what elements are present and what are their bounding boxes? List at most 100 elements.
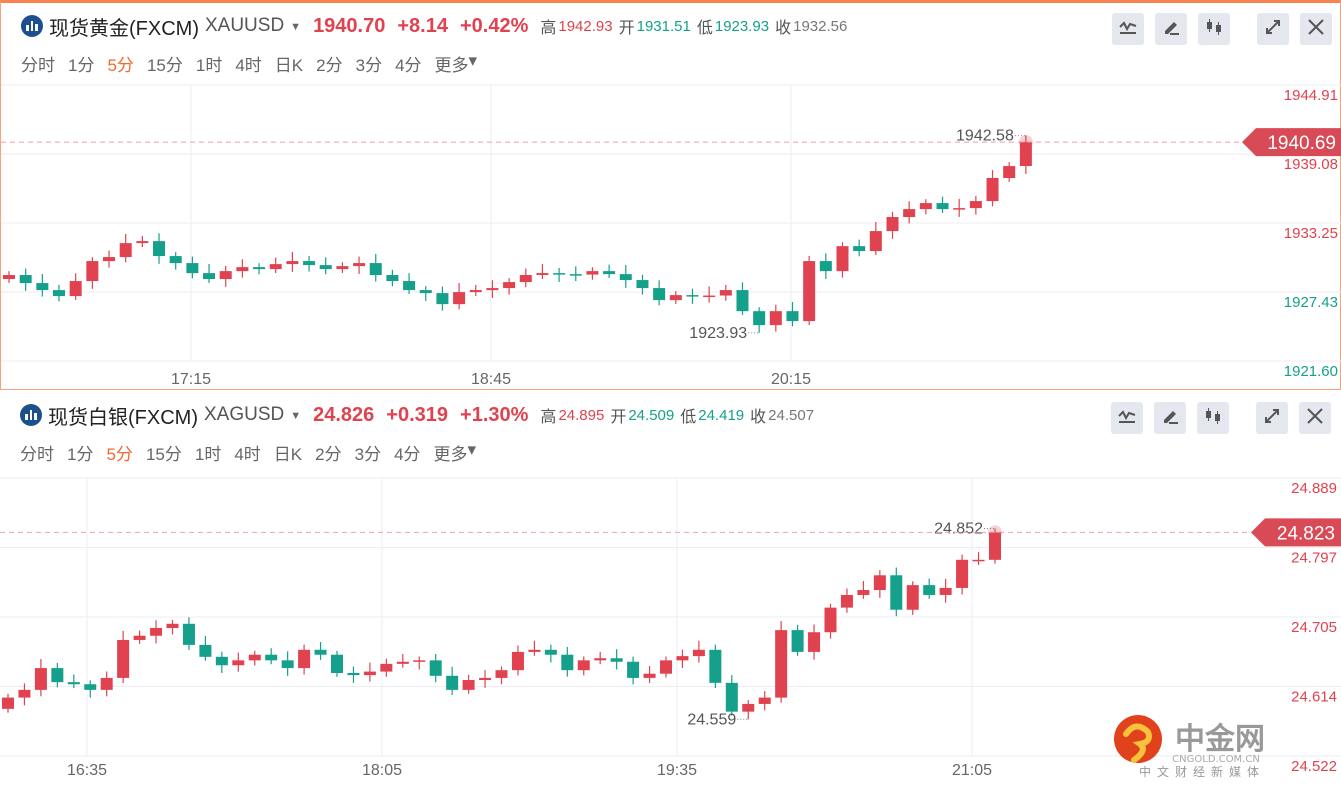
- candle-body: [36, 283, 49, 291]
- close-button[interactable]: [1299, 402, 1331, 434]
- candle: [986, 170, 999, 207]
- tab-interval[interactable]: 15分: [145, 445, 182, 464]
- tab-interval[interactable]: 日K: [273, 445, 303, 464]
- symbol-dropdown-icon[interactable]: ▼: [290, 410, 302, 422]
- candlestick-chart[interactable]: 24.889 24.797 24.705 24.614 24.522 16:35 18:05…: [0, 392, 1341, 782]
- symbol-code[interactable]: XAUUSD: [204, 15, 285, 36]
- candle: [186, 256, 199, 279]
- candle: [953, 199, 966, 217]
- indicator-button[interactable]: [1111, 402, 1143, 434]
- symbol-title[interactable]: 现货黄金(FXCM): [49, 17, 199, 40]
- candle: [873, 570, 886, 598]
- candle: [775, 621, 788, 703]
- candle-body: [100, 677, 113, 690]
- draw-button[interactable]: [1155, 13, 1187, 45]
- candle-body: [676, 656, 689, 661]
- low-label: 低: [680, 409, 697, 426]
- candle-body: [824, 607, 837, 633]
- gold-chart-panel[interactable]: 现货黄金(FXCM) XAUUSD ▼ 1940.70 +8.14 +0.42% 高 1942…: [0, 0, 1341, 390]
- symbol-dropdown-icon[interactable]: ▼: [290, 21, 302, 33]
- candle: [495, 666, 508, 685]
- draw-button[interactable]: [1154, 402, 1186, 434]
- candle-body: [133, 635, 146, 640]
- tab-interval[interactable]: 更多: [434, 56, 469, 75]
- candle: [103, 250, 116, 268]
- candle: [3, 271, 15, 283]
- tab-interval[interactable]: 5分: [106, 445, 133, 464]
- more-dropdown-icon[interactable]: ▾: [468, 51, 478, 70]
- tab-interval[interactable]: 15分: [146, 56, 183, 75]
- candle-body: [953, 208, 966, 210]
- indicator-icon: [1117, 406, 1137, 431]
- candle: [503, 278, 516, 295]
- quote-header: 现货黄金(FXCM) XAUUSD ▼ 1940.70 +8.14 +0.42% 高 1942…: [21, 13, 853, 40]
- candle-body: [396, 661, 409, 664]
- candlestick-chart[interactable]: 1944.91 1939.08 1933.25 1927.43 1921.60 17:15…: [1, 3, 1341, 393]
- candle: [469, 284, 482, 296]
- tab-interval[interactable]: 2分: [316, 56, 343, 75]
- candle-body: [314, 649, 327, 655]
- candle-body: [753, 311, 766, 326]
- candle-body: [153, 241, 166, 257]
- candle-type-button[interactable]: [1197, 402, 1229, 434]
- candle: [857, 581, 870, 599]
- expand-button[interactable]: [1257, 13, 1289, 45]
- tab-interval[interactable]: 4时: [234, 445, 261, 464]
- open-value: 1931.51: [636, 17, 691, 35]
- candle: [1019, 135, 1032, 174]
- tab-interval[interactable]: 4分: [395, 56, 422, 75]
- candle: [669, 291, 682, 305]
- tab-interval[interactable]: 3分: [354, 445, 382, 464]
- candle-type-button[interactable]: [1198, 13, 1230, 45]
- candle: [890, 567, 903, 617]
- candle-body: [803, 261, 816, 322]
- candle: [869, 221, 882, 255]
- close-button[interactable]: [1300, 13, 1332, 45]
- candle: [269, 257, 282, 274]
- tab-interval[interactable]: 日K: [274, 56, 304, 75]
- candle: [660, 656, 672, 678]
- candle-body: [519, 275, 532, 283]
- tab-interval[interactable]: 分时: [21, 56, 55, 75]
- tab-interval[interactable]: 4时: [235, 56, 262, 75]
- candle-body: [232, 660, 245, 666]
- tab-interval[interactable]: 分时: [20, 445, 54, 464]
- candle-body: [34, 668, 47, 690]
- candle: [53, 284, 66, 302]
- candle-body: [840, 594, 853, 608]
- tab-interval[interactable]: 5分: [107, 56, 134, 75]
- tab-interval[interactable]: 2分: [315, 445, 342, 464]
- candle: [169, 252, 182, 270]
- candle: [989, 528, 1001, 564]
- candle: [67, 674, 80, 689]
- candle-body: [215, 656, 228, 666]
- symbol-title[interactable]: 现货白银(FXCM): [48, 406, 198, 429]
- min-price-label: 1923.93: [689, 325, 747, 342]
- expand-button[interactable]: [1256, 402, 1288, 434]
- close-label: 收: [750, 409, 767, 426]
- y-tick-label: 24.705: [1291, 619, 1337, 636]
- candle-type-icon: [1203, 406, 1223, 431]
- symbol-code[interactable]: XAGUSD: [203, 404, 285, 425]
- tab-interval[interactable]: 1时: [194, 445, 222, 464]
- tab-interval[interactable]: 3分: [355, 56, 383, 75]
- candle: [199, 635, 212, 661]
- tab-interval[interactable]: 更多: [433, 445, 468, 464]
- tab-interval[interactable]: 1时: [195, 56, 223, 75]
- candle-body: [1019, 142, 1032, 167]
- watermark-slogan: 中文财经新媒体: [1139, 764, 1265, 779]
- candle-body: [775, 630, 788, 698]
- candle: [636, 274, 649, 295]
- candle-body: [186, 263, 199, 274]
- silver-chart-panel[interactable]: 现货白银(FXCM) XAGUSD ▼ 24.826 +0.319 +1.30% 高 24.8…: [0, 392, 1341, 783]
- indicator-icon: [1118, 17, 1138, 42]
- candle-body: [769, 311, 782, 326]
- tab-interval[interactable]: 1分: [68, 56, 95, 75]
- indicator-button[interactable]: [1112, 13, 1144, 45]
- tab-interval[interactable]: 4分: [394, 445, 421, 464]
- tab-interval[interactable]: 1分: [67, 445, 94, 464]
- candle: [544, 644, 557, 663]
- candle: [725, 675, 738, 716]
- more-dropdown-icon[interactable]: ▾: [467, 440, 477, 459]
- y-tick-label: 1944.91: [1284, 87, 1338, 104]
